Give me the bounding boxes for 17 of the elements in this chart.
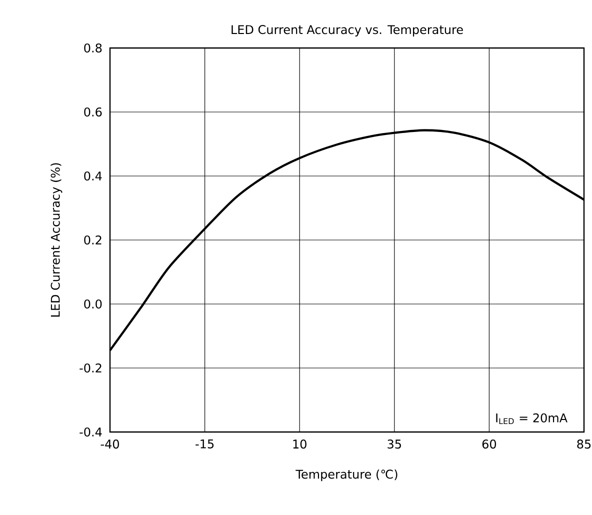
x-tick-label: 60 bbox=[482, 440, 496, 449]
x-tick-label: 85 bbox=[577, 440, 591, 449]
x-tick-label: -40 bbox=[100, 440, 120, 449]
x-tick-label: -15 bbox=[196, 440, 214, 448]
y-tick-label: 0.4 bbox=[84, 171, 102, 181]
y-tick-label: -0.4 bbox=[80, 427, 102, 437]
x-axis-title: Temperature (℃) bbox=[296, 469, 398, 482]
x-tick-label: 35 bbox=[388, 440, 401, 449]
y-tick-label: 0.8 bbox=[84, 43, 102, 53]
chart-title: LED Current Accuracy vs. Temperature bbox=[232, 25, 463, 36]
y-tick-label: -0.2 bbox=[80, 363, 102, 373]
y-tick-label: 0.2 bbox=[84, 235, 102, 245]
y-tick-label: 0.6 bbox=[84, 107, 102, 117]
annotation: I$_{LED}$ = 20mA bbox=[496, 413, 568, 424]
y-axis-title: LED Current Accuracy (%) bbox=[50, 163, 62, 317]
x-tick-label: 10 bbox=[293, 440, 306, 449]
y-tick-label: 0.0 bbox=[84, 299, 102, 309]
